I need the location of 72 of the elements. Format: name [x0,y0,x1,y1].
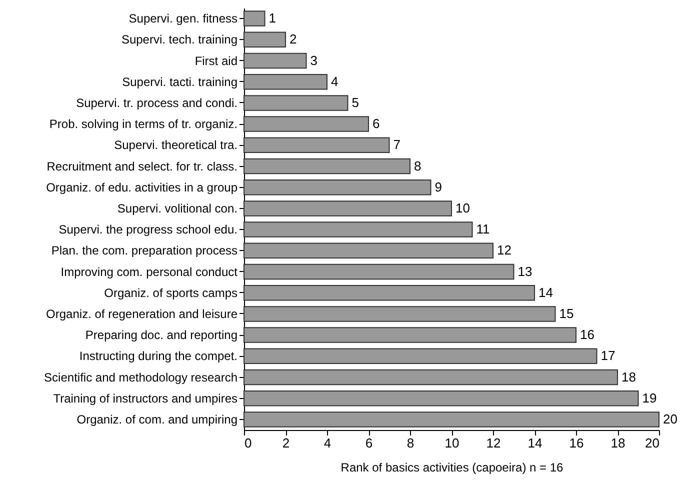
bar [244,284,535,301]
bar [244,32,286,48]
y-tick-label: Training of instructors and umpires [53,391,238,406]
bar [244,222,473,238]
data-label: 3 [310,52,318,68]
bar [244,137,390,154]
data-label: 11 [476,222,490,237]
y-tick-label: Improving com. personal conduct [60,264,238,279]
data-label: 7 [393,137,400,152]
bar [244,412,660,428]
bar [244,200,452,216]
y-tick-label: Organiz. of edu. activities in a group [46,180,238,194]
x-tick-label: 0 [244,436,252,450]
data-label: 1 [268,10,276,26]
x-tick-label: 6 [365,436,373,450]
bar [244,179,432,196]
data-label: 19 [642,390,657,406]
bar [244,95,348,111]
x-tick-label: 2 [282,436,290,450]
bar [244,306,556,322]
x-axis-title: Rank of basics activities (capoeira) n = 16 [340,460,564,474]
x-tick-label: 16 [569,436,584,450]
bar [244,348,598,364]
y-tick-label: Supervi. tech. training [121,32,238,47]
y-tick-label: Supervi. gen. fitness [128,12,238,26]
x-tick-label: 8 [406,436,414,450]
bar [244,158,410,174]
y-tick-label: Preparing doc. and reporting [85,328,238,342]
y-tick-label: Prob. solving in terms of tr. organiz. [49,117,238,132]
data-label: 20 [663,411,678,426]
x-tick-label: 20 [645,436,660,450]
data-label: 13 [518,264,532,279]
data-label: 17 [600,348,616,364]
y-tick-label: Supervi. theoretical tra. [114,138,238,152]
y-tick-label: Supervi. volitional con. [117,201,238,216]
bar [244,52,307,69]
data-label: 4 [331,74,338,89]
y-tick-label: Supervi. the progress school edu. [58,222,238,237]
data-label: 9 [434,179,442,194]
data-label: 6 [372,116,380,132]
data-label: 5 [352,94,359,110]
y-tick-label: Supervi. tacti. training [122,74,238,89]
x-tick-label: 18 [610,436,626,450]
bar [244,369,618,386]
x-tick-label: 10 [444,436,460,450]
y-tick-label: Recruitment and select. for tr. class. [46,159,238,174]
data-label: 12 [497,242,512,258]
x-tick-label: 12 [486,436,501,450]
y-tick-label: Instructing during the compet. [79,349,238,364]
x-tick-label: 14 [528,436,542,450]
y-tick-label: Organiz. of sports camps [104,286,238,300]
data-label: 15 [559,306,574,321]
y-tick-label: Supervi. tr. process and condi. [76,96,238,110]
y-tick-label: Organiz. of regeneration and leisure [46,306,238,321]
bar [244,74,328,90]
data-label: 18 [622,369,636,384]
bar [244,242,494,259]
data-label: 8 [414,158,422,174]
y-tick-label: Scientific and methodology research [44,370,238,384]
bar [244,390,639,406]
data-label: 16 [580,327,594,342]
data-label: 14 [538,284,553,300]
bar [244,116,369,132]
bar [244,10,266,26]
y-tick-label: First aid [194,54,238,68]
bar [244,264,514,280]
y-tick-label: Plan. the com. preparation process [51,244,238,258]
data-label: 10 [456,200,470,216]
y-tick-label: Organiz. of com. and umpiring [76,412,238,426]
data-label: 2 [290,32,297,47]
bar [244,327,576,343]
x-tick-label: 4 [324,436,332,450]
